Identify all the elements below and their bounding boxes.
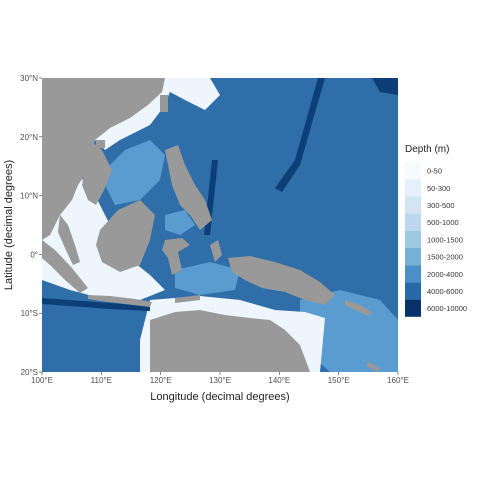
celebes-sea-basin	[165, 210, 195, 235]
banda-sea-basin	[175, 262, 240, 295]
legend-swatch	[405, 179, 421, 197]
legend-swatch	[405, 299, 421, 317]
y-tick-label: 10°N	[20, 192, 38, 201]
java-island	[88, 295, 152, 307]
new-guinea-island	[228, 256, 335, 305]
y-tick-label: 30°N	[20, 74, 38, 83]
x-tick-label: 110°E	[91, 376, 112, 385]
legend-swatch	[405, 265, 421, 283]
x-tick-label: 150°E	[328, 376, 350, 385]
halmahera-island	[210, 240, 222, 262]
mariana-trench	[275, 78, 325, 192]
x-tick-label: 140°E	[268, 376, 290, 385]
hainan-island	[96, 140, 105, 148]
solomon-islands	[345, 300, 372, 316]
coral-sea-basin	[300, 290, 398, 372]
legend-label: 6000-10000	[427, 304, 467, 313]
sumatra-island	[42, 240, 88, 293]
x-tick-label: 120°E	[150, 376, 172, 385]
legend-swatch	[405, 248, 421, 266]
australia-mainland	[150, 310, 310, 372]
legend-label: 1500-2000	[427, 253, 463, 262]
timor-island	[175, 295, 200, 303]
legend-label: 2000-4000	[427, 270, 463, 279]
philippine-islands	[165, 145, 212, 230]
legend-swatch	[405, 213, 421, 231]
legend-items: 0-50 50-300 300-500 500-1000 1000-1500 1500-2…	[405, 162, 467, 317]
y-axis-ticks: 30°N 20°N 10°N 0° 10°S 20°S	[20, 74, 42, 377]
x-tick-label: 160°E	[387, 376, 409, 385]
legend-swatch	[405, 162, 421, 180]
malay-peninsula	[58, 215, 80, 265]
y-tick-label: 20°S	[21, 368, 38, 377]
legend-title: Depth (m)	[405, 144, 449, 155]
legend-swatch	[405, 196, 421, 214]
north-pacific-shelf	[165, 78, 220, 110]
x-tick-label: 130°E	[209, 376, 231, 385]
java-trench	[42, 298, 150, 311]
x-axis-title: Longitude (decimal degrees)	[150, 391, 289, 403]
sulawesi-island	[162, 238, 190, 275]
asia-mainland	[42, 78, 165, 240]
legend-label: 500-1000	[427, 218, 459, 227]
legend-label: 50-300	[427, 184, 450, 193]
legend-label: 1000-1500	[427, 235, 463, 244]
taiwan-island	[160, 95, 168, 112]
south-china-sea-basin	[100, 140, 165, 205]
legend-label: 300-500	[427, 201, 455, 210]
borneo-island	[96, 200, 155, 272]
y-tick-label: 10°S	[21, 309, 38, 318]
indochina-peninsula	[82, 140, 112, 205]
legend-swatch	[405, 282, 421, 300]
depth-legend: Depth (m) 0-50 50-300 300-500 500-1000 1000-…	[405, 144, 467, 317]
legend-label: 0-50	[427, 167, 442, 176]
y-tick-label: 20°N	[20, 133, 38, 142]
legend-label: 4000-6000	[427, 287, 463, 296]
map-panel	[42, 78, 398, 372]
new-caledonia-island	[366, 362, 380, 372]
y-tick-label: 0°	[30, 250, 38, 259]
izu-bonin-trench	[372, 78, 398, 95]
legend-swatch	[405, 230, 421, 248]
x-tick-label: 100°E	[31, 376, 53, 385]
y-axis-title: Latitude (decimal degrees)	[3, 160, 15, 290]
x-axis-ticks: 100°E 110°E 120°E 130°E 140°E 150°E 160°E	[31, 372, 409, 385]
